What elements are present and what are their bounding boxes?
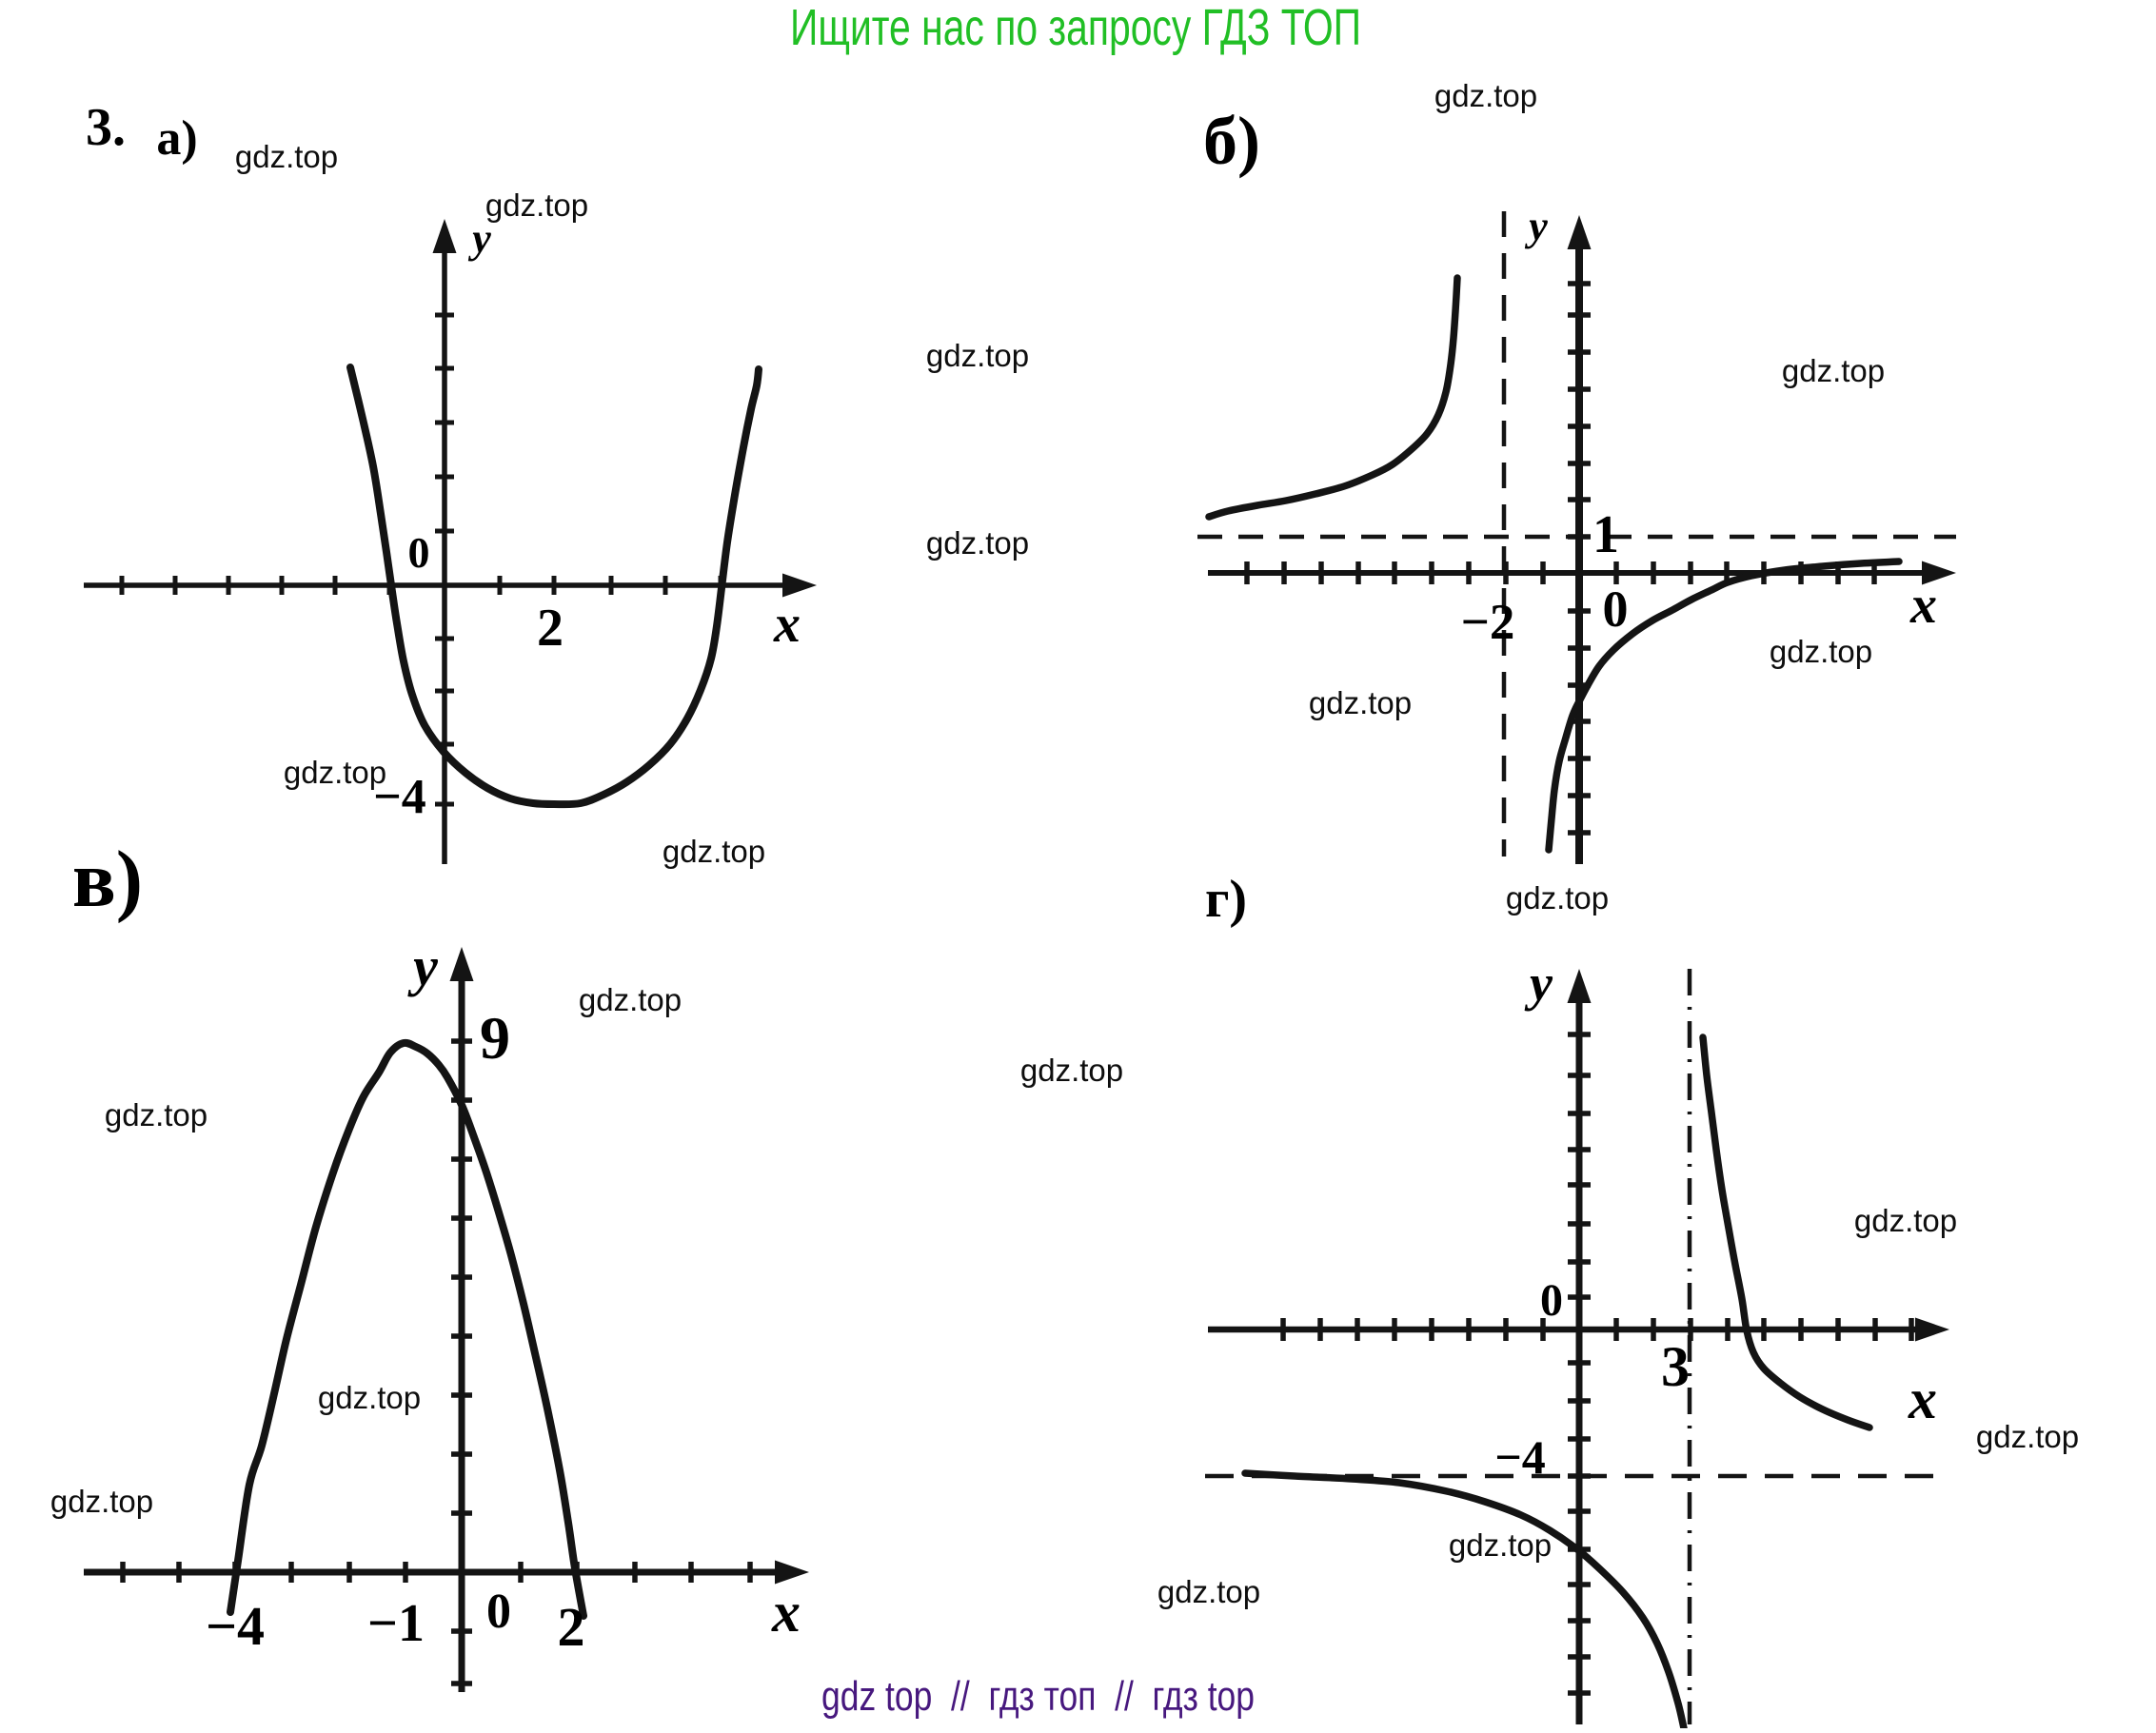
svg-text:0: 0 bbox=[408, 528, 430, 577]
svg-text:gdz.top: gdz.top bbox=[1782, 353, 1885, 388]
svg-text:1: 1 bbox=[1592, 505, 1619, 564]
svg-text:gdz.top: gdz.top bbox=[284, 755, 386, 790]
svg-text:y: y bbox=[407, 935, 438, 997]
svg-text:0: 0 bbox=[1603, 581, 1629, 638]
svg-text:y: y bbox=[1524, 203, 1548, 249]
svg-text:gdz.top: gdz.top bbox=[1434, 78, 1537, 113]
svg-text:Ищите нас по запросу ГДЗ ТОП: Ищите нас по запросу ГДЗ ТОП bbox=[790, 0, 1361, 56]
svg-text:gdz.top: gdz.top bbox=[235, 139, 338, 174]
svg-text:gdz.top: gdz.top bbox=[1449, 1527, 1552, 1563]
svg-text:x: x bbox=[1908, 1368, 1937, 1430]
svg-text:gdz.top: gdz.top bbox=[926, 338, 1029, 373]
svg-text:gdz.top: gdz.top bbox=[1854, 1203, 1957, 1238]
svg-text:б): б) bbox=[1203, 103, 1260, 179]
svg-text:−4: −4 bbox=[373, 770, 426, 824]
svg-text:−4: −4 bbox=[206, 1595, 265, 1657]
svg-text:gdz.top: gdz.top bbox=[50, 1484, 153, 1519]
svg-text:gdz.top: gdz.top bbox=[105, 1097, 208, 1132]
svg-text:3: 3 bbox=[1661, 1335, 1690, 1398]
svg-text:−1: −1 bbox=[367, 1594, 425, 1653]
svg-text:x: x bbox=[771, 1581, 801, 1644]
svg-text:gdz.top: gdz.top bbox=[1976, 1419, 2079, 1454]
svg-text:0: 0 bbox=[1540, 1275, 1563, 1326]
svg-text:2: 2 bbox=[558, 1596, 585, 1658]
svg-text:9: 9 bbox=[480, 1004, 510, 1072]
svg-text:gdz top // гдз топ // гдз: gdz top // гдз топ // гдз top bbox=[821, 1673, 1255, 1720]
svg-text:г): г) bbox=[1205, 870, 1247, 929]
svg-text:y: y bbox=[1524, 955, 1553, 1012]
svg-text:gdz.top: gdz.top bbox=[1157, 1574, 1260, 1609]
svg-text:x: x bbox=[1909, 576, 1937, 635]
svg-text:gdz.top: gdz.top bbox=[485, 187, 588, 223]
svg-text:gdz.top: gdz.top bbox=[1506, 880, 1609, 916]
svg-text:3.: 3. bbox=[86, 98, 126, 157]
svg-text:gdz.top: gdz.top bbox=[663, 834, 765, 869]
svg-text:−4: −4 bbox=[1494, 1430, 1546, 1484]
svg-text:−2: −2 bbox=[1461, 595, 1515, 650]
svg-text:в): в) bbox=[72, 835, 143, 924]
svg-text:а): а) bbox=[156, 111, 197, 166]
svg-text:0: 0 bbox=[486, 1585, 511, 1639]
svg-text:2: 2 bbox=[537, 599, 564, 658]
svg-text:gdz.top: gdz.top bbox=[318, 1380, 421, 1415]
svg-text:gdz.top: gdz.top bbox=[1309, 685, 1412, 720]
svg-text:gdz.top: gdz.top bbox=[926, 525, 1029, 561]
svg-text:x: x bbox=[773, 595, 801, 654]
svg-text:gdz.top: gdz.top bbox=[579, 982, 682, 1017]
svg-text:y: y bbox=[467, 215, 491, 262]
svg-text:gdz.top: gdz.top bbox=[1770, 634, 1872, 669]
svg-text:gdz.top: gdz.top bbox=[1020, 1053, 1123, 1088]
